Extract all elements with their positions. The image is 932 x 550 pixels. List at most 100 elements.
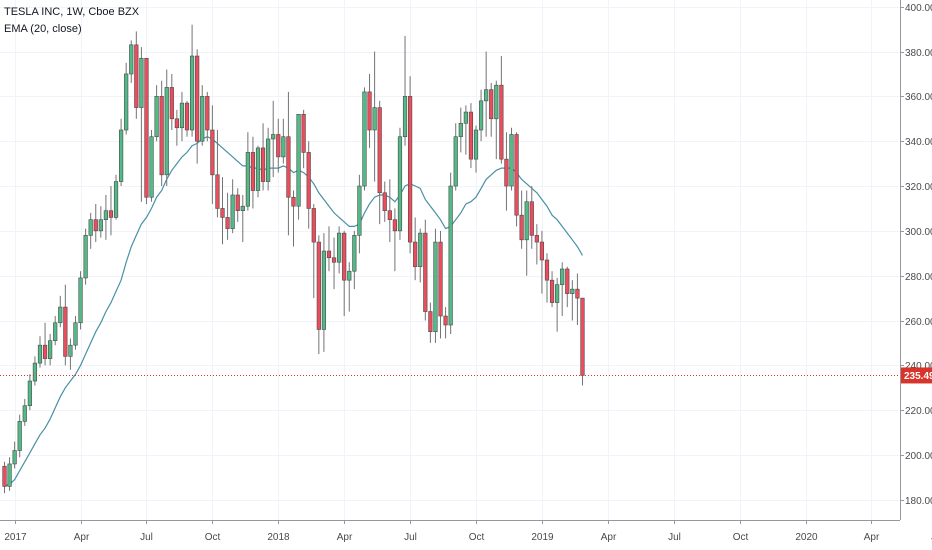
candle-body [230, 194, 235, 229]
candle-down [2, 461, 7, 494]
candle-body [433, 241, 438, 333]
candle-body [225, 217, 230, 229]
candle-body [205, 96, 210, 131]
candle-down [144, 57, 149, 204]
price-tick-label: 180.00 [905, 496, 932, 507]
candle-down [499, 56, 504, 164]
candle-body [291, 196, 296, 207]
candle-body [428, 311, 433, 333]
candle-up [149, 130, 154, 202]
candle-down [382, 181, 387, 222]
candle-body [245, 152, 250, 207]
candle-up [281, 118, 286, 164]
candle-body [103, 210, 108, 220]
candle-up [27, 374, 32, 411]
candle-down [387, 179, 392, 243]
candle-up [164, 69, 169, 187]
candle-body [48, 340, 53, 359]
candle-body [32, 362, 38, 382]
candle-body [266, 138, 271, 182]
candle-down [539, 230, 545, 294]
price-tick-label: 400.00 [905, 3, 932, 14]
candle-body [159, 96, 164, 176]
ema-line-layer [4, 136, 584, 487]
candle-body [367, 91, 372, 131]
price-axis[interactable]: 180.00 200.00 220.00 240.00 260.00 280.00 300.… [900, 3, 932, 507]
candle-up [337, 226, 342, 274]
candle-down [205, 91, 210, 142]
candle-up [555, 277, 560, 332]
candle-down [159, 80, 164, 187]
candle-down [316, 235, 321, 355]
candle-body [524, 201, 529, 241]
candle-up [418, 228, 423, 283]
candle-down [210, 105, 215, 204]
candle-up [230, 179, 235, 234]
candle-down [367, 73, 372, 148]
candle-down [225, 192, 230, 240]
time-axis[interactable]: 2017 Apr Jul Oct 2018 Apr Jul Oct 2019 Apr Jul Oct 2… [4, 520, 932, 543]
candle-body [443, 315, 448, 326]
candle-body [529, 201, 534, 236]
candle-up [524, 190, 529, 276]
candle-body [494, 84, 499, 120]
candle-body [377, 107, 382, 194]
candle-body [499, 84, 504, 160]
candle-down [134, 31, 139, 119]
last-price-tag-box [901, 367, 932, 384]
candle-body [555, 284, 560, 303]
candle-up [22, 398, 27, 426]
candle-up [245, 132, 250, 211]
candle-body [580, 297, 585, 376]
candle-down [407, 76, 413, 254]
candle-up [494, 80, 499, 160]
candle-down [489, 82, 494, 137]
candle-body [124, 73, 129, 131]
candle-down [468, 103, 474, 169]
candle-body [519, 214, 524, 241]
candle-body [174, 118, 179, 129]
candle-down [215, 130, 220, 218]
candle-down [42, 322, 48, 366]
time-tick-label: Jul [140, 532, 153, 543]
candle-up [83, 228, 88, 285]
candle-body [235, 194, 240, 211]
candle-body [98, 219, 103, 232]
candle-body [565, 268, 570, 294]
candle-body [42, 344, 48, 359]
candle-up [347, 262, 352, 312]
candle-up [509, 127, 514, 191]
candle-down [565, 266, 570, 308]
price-tick-label: 320.00 [905, 182, 932, 193]
candle-down [301, 109, 306, 169]
candle-body [83, 235, 88, 279]
candle-down [220, 177, 225, 245]
candle-body [296, 114, 301, 207]
candle-body [301, 114, 306, 153]
candle-body [164, 87, 169, 176]
candle-up [266, 127, 271, 191]
candle-up [73, 316, 78, 350]
candle-down [184, 100, 190, 137]
candle-body [575, 288, 580, 299]
candle-up [129, 40, 134, 83]
candle-body [108, 210, 114, 218]
candle-body [37, 344, 43, 364]
candle-body [478, 100, 484, 131]
price-tick-label: 200.00 [905, 451, 932, 462]
candle-up [453, 123, 458, 191]
candle-body [215, 174, 220, 209]
candle-down [93, 203, 98, 243]
candle-body [473, 129, 479, 160]
candle-down [326, 226, 332, 272]
candle-body [438, 241, 443, 317]
candle-up [17, 414, 22, 458]
candle-body [362, 91, 367, 187]
candle-up [321, 233, 327, 352]
candle-down [291, 190, 296, 247]
candle-body [342, 232, 347, 281]
time-tick-label: 2020 [795, 532, 818, 543]
price-tick-label: 280.00 [905, 272, 932, 283]
candle-up [37, 336, 43, 368]
